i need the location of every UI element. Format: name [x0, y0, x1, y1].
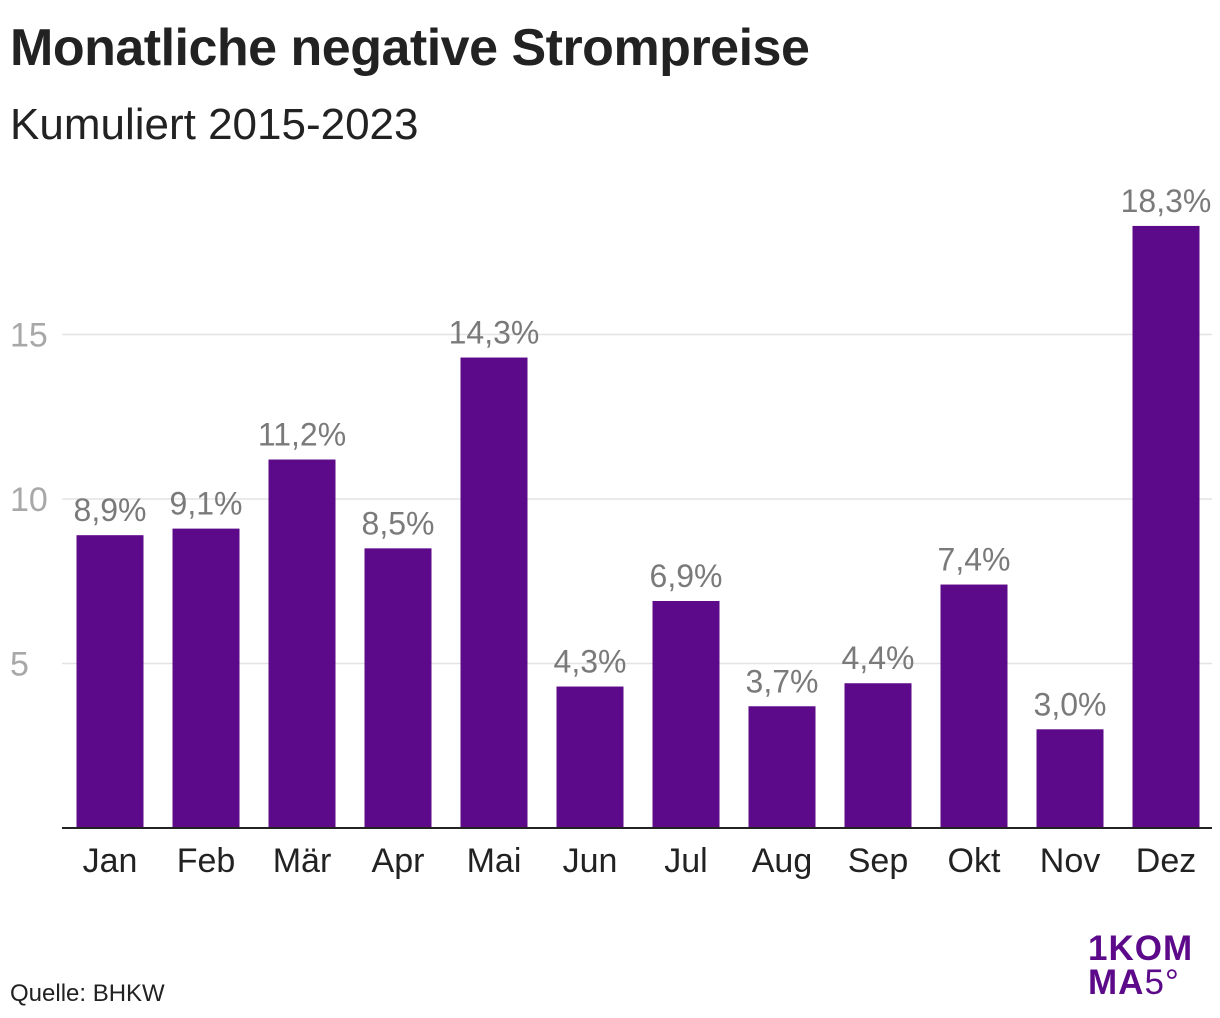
- x-tick-label: Okt: [948, 842, 1001, 880]
- data-label: 11,2%: [258, 417, 346, 453]
- x-tick-label: Jan: [83, 842, 138, 880]
- data-label: 4,4%: [842, 640, 915, 676]
- bars: [76, 225, 1200, 828]
- y-tick-label: 15: [10, 317, 48, 355]
- data-label: 6,9%: [650, 558, 723, 594]
- bar-Feb: [172, 528, 240, 828]
- data-label: 14,3%: [449, 315, 540, 351]
- bar-Mär: [268, 459, 336, 828]
- x-tick-label: Aug: [752, 842, 813, 880]
- data-label: 8,5%: [362, 505, 435, 541]
- data-label: 4,3%: [554, 644, 627, 680]
- bar-Sep: [844, 683, 912, 828]
- y-axis-ticks: 5 10 15: [10, 317, 48, 684]
- data-label: 9,1%: [170, 486, 243, 522]
- gridlines: [62, 333, 1212, 665]
- source-note: Quelle: BHKW: [10, 980, 165, 1007]
- y-tick-label: 5: [10, 646, 29, 684]
- x-tick-label: Feb: [177, 842, 236, 880]
- data-labels: 8,9% 9,1% 11,2% 8,5% 14,3% 4,3% 6,9% 3,7% 4,4% 7,…: [74, 183, 1212, 722]
- x-tick-label: Mär: [273, 842, 332, 880]
- bar-Dez: [1132, 225, 1200, 828]
- data-label: 7,4%: [938, 542, 1011, 578]
- data-label: 3,0%: [1034, 686, 1107, 722]
- brand-logo: 1KOM MA5°: [1088, 929, 1208, 1002]
- chart-title: Monatliche negative Strompreise: [10, 19, 810, 77]
- bar-Jan: [76, 535, 144, 828]
- chart-subtitle: Kumuliert 2015-2023: [10, 100, 419, 149]
- logo-line-2: MA5°: [1088, 963, 1208, 1002]
- bar-Jun: [556, 686, 624, 828]
- bar-Jul: [652, 600, 720, 828]
- bar-Aug: [748, 706, 816, 828]
- x-tick-label: Mai: [467, 842, 522, 880]
- bar-Mai: [460, 357, 528, 828]
- x-tick-label: Sep: [848, 842, 909, 880]
- logo-text-a: MA: [1088, 963, 1145, 1002]
- logo-text-b: 5°: [1144, 963, 1180, 1002]
- bar-Apr: [364, 548, 432, 828]
- x-tick-label: Jun: [563, 842, 618, 880]
- y-tick-label: 10: [10, 481, 48, 519]
- x-tick-label: Jul: [664, 842, 707, 880]
- x-tick-label: Apr: [372, 842, 425, 880]
- bar-Okt: [940, 584, 1008, 828]
- data-label: 18,3%: [1121, 183, 1212, 219]
- logo-line-1: 1KOM: [1088, 929, 1194, 968]
- x-tick-label: Nov: [1040, 842, 1100, 880]
- x-tick-label: Dez: [1136, 842, 1196, 880]
- bar-Nov: [1036, 729, 1104, 828]
- data-label: 3,7%: [746, 663, 819, 699]
- x-axis-ticks: Jan Feb Mär Apr Mai Jun Jul Aug Sep Okt Nov Dez: [83, 842, 1197, 880]
- data-label: 8,9%: [74, 492, 147, 528]
